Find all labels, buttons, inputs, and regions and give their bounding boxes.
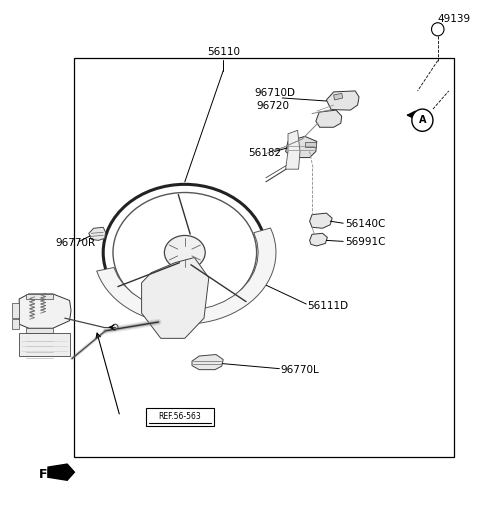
Polygon shape bbox=[334, 93, 343, 100]
Polygon shape bbox=[89, 227, 106, 240]
Ellipse shape bbox=[164, 235, 205, 270]
Text: 96770L: 96770L bbox=[281, 365, 320, 375]
Polygon shape bbox=[26, 328, 53, 333]
Polygon shape bbox=[67, 464, 74, 480]
Polygon shape bbox=[19, 294, 71, 328]
Polygon shape bbox=[305, 142, 316, 147]
Text: FR.: FR. bbox=[38, 468, 61, 481]
Polygon shape bbox=[310, 213, 332, 228]
Text: 56991C: 56991C bbox=[346, 237, 386, 247]
Polygon shape bbox=[96, 228, 276, 324]
FancyBboxPatch shape bbox=[146, 408, 214, 426]
Polygon shape bbox=[12, 303, 19, 318]
Polygon shape bbox=[192, 355, 223, 370]
Polygon shape bbox=[286, 130, 300, 169]
Text: 56182: 56182 bbox=[249, 147, 282, 158]
Polygon shape bbox=[316, 110, 342, 127]
Text: 96770R: 96770R bbox=[55, 238, 96, 248]
Polygon shape bbox=[12, 319, 19, 329]
Polygon shape bbox=[142, 258, 209, 338]
Polygon shape bbox=[48, 464, 67, 480]
Polygon shape bbox=[286, 136, 317, 158]
Polygon shape bbox=[19, 333, 70, 356]
Text: 56140C: 56140C bbox=[346, 219, 386, 229]
Text: 56111D: 56111D bbox=[307, 300, 348, 311]
Polygon shape bbox=[26, 294, 53, 299]
Text: A: A bbox=[419, 115, 426, 125]
Circle shape bbox=[432, 23, 444, 36]
Text: 49139: 49139 bbox=[438, 14, 471, 24]
Text: REF.56-563: REF.56-563 bbox=[158, 412, 202, 421]
Text: 56110: 56110 bbox=[207, 46, 240, 57]
Polygon shape bbox=[310, 233, 327, 246]
Circle shape bbox=[412, 109, 433, 131]
Polygon shape bbox=[326, 91, 359, 110]
Text: 96720: 96720 bbox=[256, 101, 289, 111]
Text: 96710D: 96710D bbox=[254, 88, 295, 98]
